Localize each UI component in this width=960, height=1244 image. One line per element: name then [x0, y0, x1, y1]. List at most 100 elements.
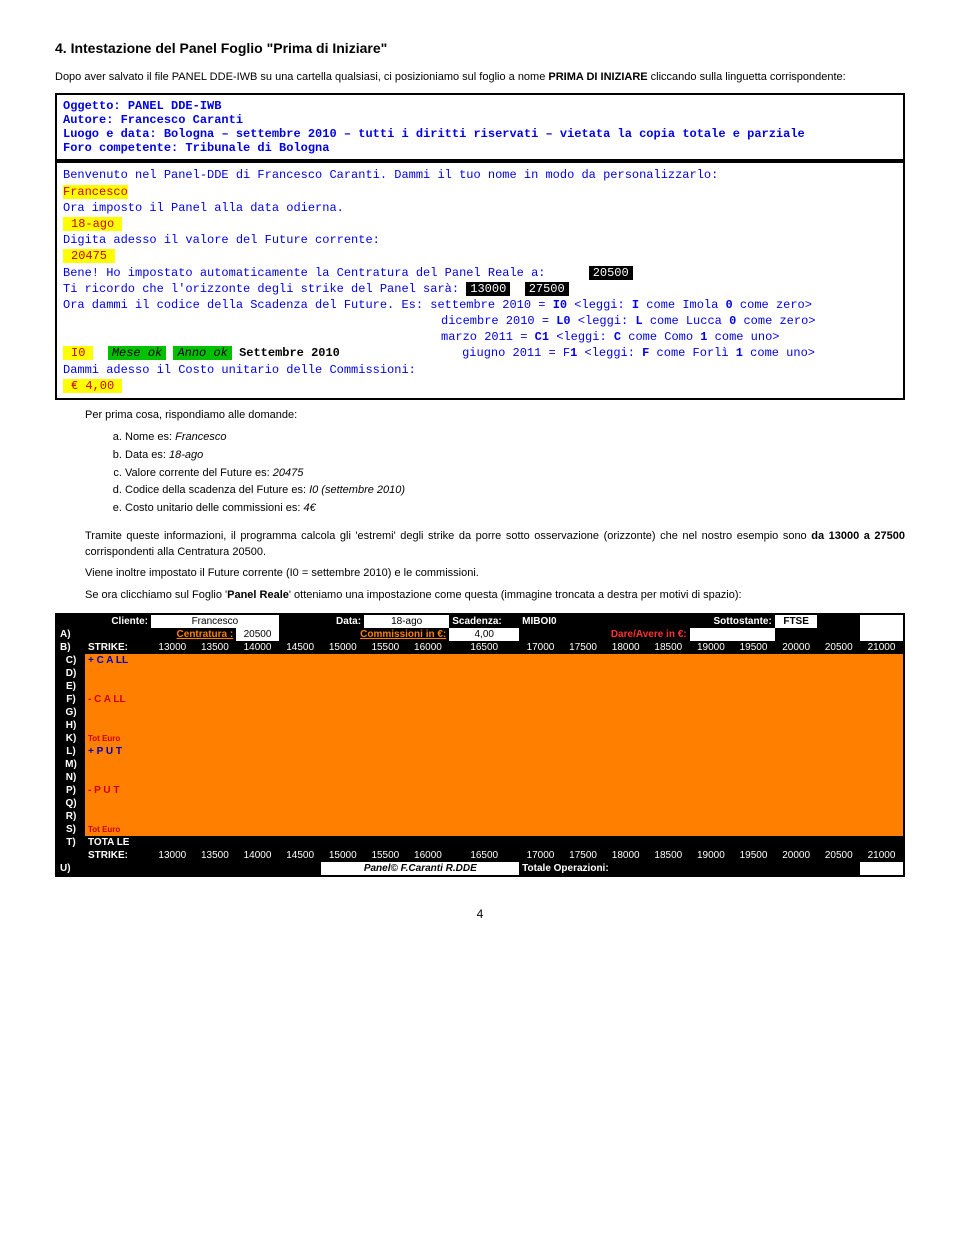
panel-data-row: P)- P U T [56, 784, 904, 797]
after-p4: Se ora clicchiamo sul Foglio 'Panel Real… [85, 588, 905, 603]
b2-l10c: <leggi: [571, 314, 636, 328]
row-cells [151, 758, 904, 771]
b2-l3: Ora imposto il Panel alla data odierna. [63, 200, 897, 216]
row-cells [151, 667, 904, 680]
panel-data-row: R) [56, 810, 904, 823]
b2-l12c: Anno ok [173, 346, 231, 360]
b2-l4: 18-ago [63, 217, 122, 231]
b2-l14: € 4,00 [63, 379, 122, 393]
strike-cell: 17500 [562, 849, 605, 862]
row-letter: R) [56, 810, 85, 823]
strike-cell: 14500 [279, 849, 322, 862]
ans-a-l: Nome es: [125, 431, 175, 443]
panel-data-row: C)+ C A LL [56, 654, 904, 667]
after-p4a: Se ora clicchiamo sul Foglio ' [85, 589, 227, 601]
b2-l2: Francesco [63, 185, 128, 199]
panel-data-row: H) [56, 719, 904, 732]
strike-cell: 13500 [194, 849, 237, 862]
strike-cell: 15500 [364, 849, 407, 862]
row-cells [151, 693, 904, 706]
b1-l4a: Foro competente: [63, 141, 185, 155]
rowA-let: A) [56, 628, 85, 641]
row-label [85, 706, 151, 719]
panel-rowA: A) Centratura : 20500 Commissioni in €: … [56, 628, 904, 641]
b2-l10g: come zero> [736, 314, 815, 328]
ans-c-v: 20475 [273, 467, 304, 479]
b2-l7b: 20500 [589, 266, 633, 280]
row-cells [151, 745, 904, 758]
b2-l1: Benvenuto nel Panel-DDE di Francesco Car… [63, 167, 897, 183]
rowU-let: U) [56, 862, 85, 876]
row-letter: P) [56, 784, 85, 797]
b2-l11g: come uno> [707, 330, 779, 344]
ans-d-l: Codice della scadenza del Future es: [125, 484, 309, 496]
row-label [85, 667, 151, 680]
rowB-let: B) [56, 641, 85, 654]
ans-b: Data es: 18-ago [125, 447, 905, 465]
row-letter: S) [56, 823, 85, 836]
answer-list: Nome es: Francesco Data es: 18-ago Valor… [125, 429, 905, 517]
panel-data-row: L)+ P U T [56, 745, 904, 758]
b1-l2b: Francesco Caranti [121, 113, 243, 127]
row-letter: D) [56, 667, 85, 680]
panel-data-row: F)- C A LL [56, 693, 904, 706]
strike-cell: 13000 [151, 849, 194, 862]
comm-label: Commissioni in €: [279, 628, 449, 641]
b2-l12d: Settembre 2010 [239, 346, 340, 360]
row-label [85, 719, 151, 732]
b1-l1a: Oggetto: [63, 99, 128, 113]
row-label [85, 680, 151, 693]
row-label: TOTA LE [85, 836, 151, 849]
header-box: Oggetto: PANEL DDE-IWB Autore: Francesco… [55, 93, 905, 161]
ans-b-v: 18-ago [169, 449, 203, 461]
strike-cell: 13500 [194, 641, 237, 654]
row-cells [151, 810, 904, 823]
b2-l12i: come Forlì [649, 346, 735, 360]
row-letter: T) [56, 836, 85, 849]
page-number: 4 [55, 907, 905, 921]
strike-cell: 20500 [817, 849, 860, 862]
panel-data-row: Q) [56, 797, 904, 810]
after-p1: Per prima cosa, rispondiamo alle domande… [85, 408, 905, 423]
after-p2c: corrispondenti alla Centratura 20500. [85, 546, 266, 558]
b1-l3a: Luogo e data: [63, 127, 164, 141]
panel-rowU: U) Panel© F.Caranti R.DDE Totale Operazi… [56, 862, 904, 876]
row-cells [151, 784, 904, 797]
panel-rowB-bot: STRIKE:130001350014000145001500015500160… [56, 849, 904, 862]
b2-l12b: Mese ok [108, 346, 166, 360]
b2-l5: Digita adesso il valore del Future corre… [63, 232, 897, 248]
scad-label: Scadenza: [449, 614, 519, 628]
ans-d-v: I0 (settembre 2010) [309, 484, 405, 496]
intro-para: Dopo aver salvato il file PANEL DDE-IWB … [55, 70, 905, 85]
row-label: Tot Euro [85, 823, 151, 836]
panel-data-row: M) [56, 758, 904, 771]
intro-p1b: PRIMA DI INIZIARE [548, 71, 647, 83]
b2-l9g: come zero> [733, 298, 812, 312]
b2-l11b: C1 [535, 330, 549, 344]
after-p4c: ' otteniamo una impostazione come questa… [289, 589, 742, 601]
row-letter: N) [56, 771, 85, 784]
ans-d: Codice della scadenza del Future es: I0 … [125, 482, 905, 500]
row-letter: C) [56, 654, 85, 667]
strike-cell: 19500 [732, 641, 775, 654]
rowB-bot-let [56, 849, 85, 862]
row-label: - P U T [85, 784, 151, 797]
strike-cell: 18000 [604, 641, 647, 654]
strike-cell: 20000 [775, 849, 818, 862]
b2-l7a: Bene! Ho impostato automaticamente la Ce… [63, 266, 553, 280]
b2-l12k: come uno> [743, 346, 815, 360]
b2-l12e: giugno 2011 = F [462, 346, 570, 360]
strike-cell: 17000 [519, 849, 562, 862]
row-cells [151, 654, 904, 667]
strike-cell: 19000 [690, 641, 733, 654]
ans-b-l: Data es: [125, 449, 169, 461]
panel-data-row: K)Tot Euro [56, 732, 904, 745]
b2-l6: 20475 [63, 249, 115, 263]
ans-e: Costo unitario delle commissioni es: 4€ [125, 500, 905, 518]
row-cells [151, 680, 904, 693]
strike-cell: 21000 [860, 849, 904, 862]
row-letter: L) [56, 745, 85, 758]
cliente-label: Cliente: [56, 614, 151, 628]
strike-cell: 18000 [604, 849, 647, 862]
b2-l11a: marzo 2011 = [441, 330, 535, 344]
